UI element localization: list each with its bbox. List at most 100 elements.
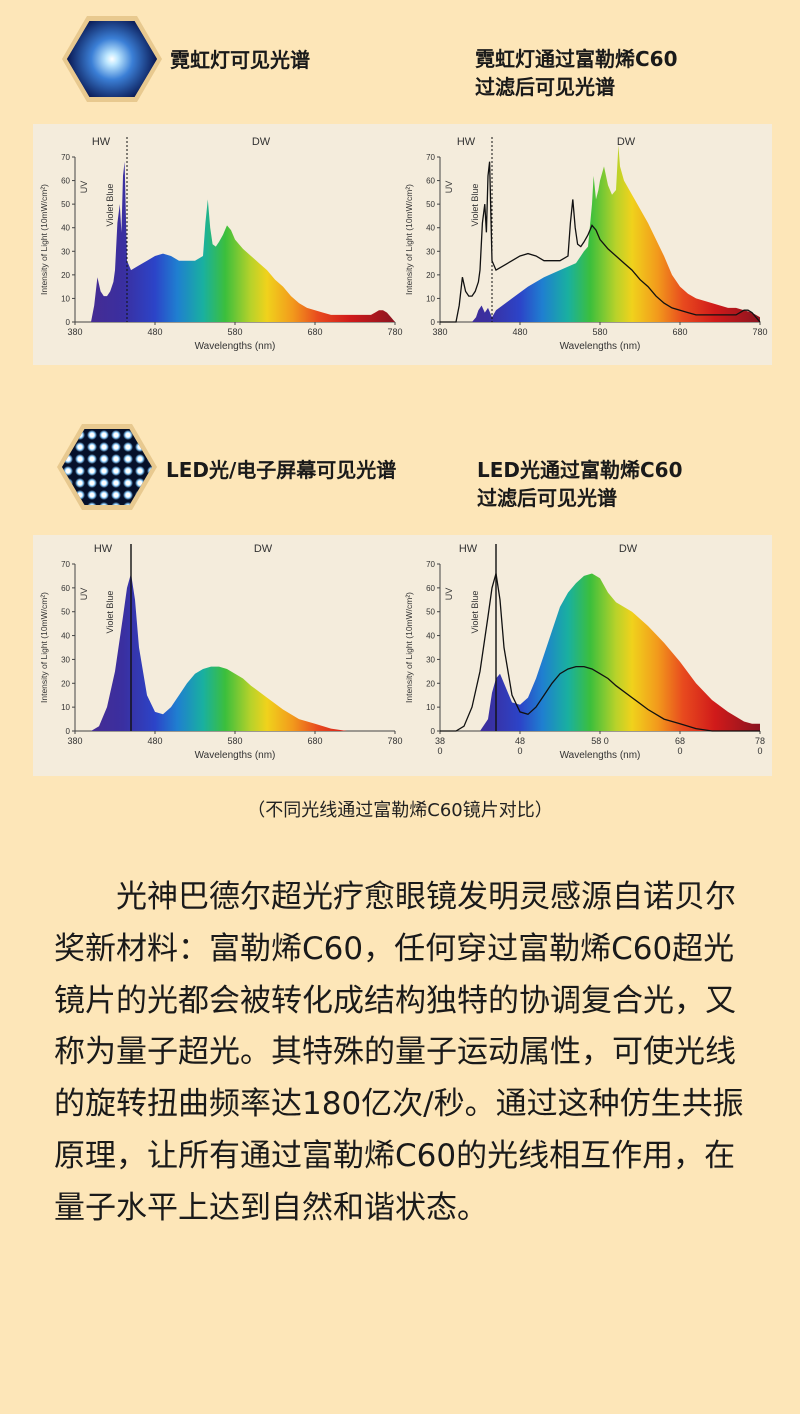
y-tick-label: 10 (426, 294, 435, 303)
x-tick-label: 480 (147, 736, 162, 746)
neon-chart-panel: 0 10 20 30 40 50 60 70 380 480 580 680 780 Wavelength… (33, 124, 772, 365)
y-tick-label: 20 (61, 679, 70, 688)
comparison-caption: （不同光线通过富勒烯C60镜片对比） (247, 800, 553, 821)
neon-c60-spectrum-label-line1: 霓虹灯通过富勒烯C60 (475, 47, 678, 71)
y-tick-label: 30 (426, 247, 435, 256)
y-axis-label: Intensity of Light (10mW/cm²) (404, 184, 414, 295)
band-label-violet-blue: Violet Blue (470, 184, 480, 227)
y-axis-label: Intensity of Light (10mW/cm²) (39, 592, 49, 703)
y-tick-label: 70 (61, 560, 70, 569)
x-tick-label: 380 (67, 327, 82, 337)
led-chart-panel: 0 10 20 30 40 50 60 70 380 480 580 680 780 Wavelength… (33, 535, 772, 776)
band-label-violet-blue: Violet Blue (105, 184, 115, 227)
y-axis-label: Intensity of Light (10mW/cm²) (39, 184, 49, 295)
region-label-hw: HW (94, 543, 113, 555)
x-tick-label: 680 (307, 327, 322, 337)
y-tick-label: 60 (426, 177, 435, 186)
y-tick-label: 20 (61, 271, 70, 280)
description-text: 光神巴德尔超光疗愈眼镜发明灵感源自诺贝尔奖新材料：富勒烯C60，任何穿过富勒烯C… (54, 879, 744, 1226)
y-tick-label: 50 (426, 608, 435, 617)
chart-led: 0 10 20 30 40 50 60 70 380 480 580 680 780 Wavelength… (39, 543, 403, 761)
x-tick-label: 480 (147, 327, 162, 337)
band-label-uv: UV (444, 588, 454, 601)
series-line-1 (440, 161, 761, 323)
y-tick-label: 70 (426, 153, 435, 162)
y-tick-label: 30 (61, 247, 70, 256)
x-tick-label: 480 (512, 327, 527, 337)
series-area-0 (75, 161, 395, 322)
neon-spectrum-label: 霓虹灯可见光谱 (170, 48, 310, 72)
chart-neon_c60: 0 10 20 30 40 50 60 70 380 480 580 680 780 Wavelength… (404, 136, 768, 352)
series-area-0 (440, 573, 760, 731)
region-label-dw: DW (254, 543, 273, 555)
x-tick-label: 580 (227, 327, 242, 337)
x-tick-label: 0 (757, 746, 762, 756)
led-c60-spectrum-label-line1: LED光通过富勒烯C60 (477, 458, 683, 482)
x-tick-label: 580 (227, 736, 242, 746)
y-tick-label: 40 (61, 224, 70, 233)
y-tick-label: 60 (61, 584, 70, 593)
x-axis-label: Wavelengths (nm) (195, 341, 276, 352)
x-tick-label: 580 (592, 327, 607, 337)
region-label-dw: DW (617, 136, 636, 148)
y-tick-label: 10 (61, 703, 70, 712)
y-tick-label: 30 (426, 655, 435, 664)
x-tick-label: 680 (307, 736, 322, 746)
y-tick-label: 10 (426, 703, 435, 712)
x-tick-label: 780 (387, 736, 402, 746)
led-light-icon (57, 424, 157, 510)
y-tick-label: 40 (426, 224, 435, 233)
x-tick-label: 0 (517, 746, 522, 756)
y-tick-label: 0 (66, 727, 71, 736)
x-tick-label: 0 (677, 746, 682, 756)
y-tick-label: 50 (61, 608, 70, 617)
x-tick-label: 380 (67, 736, 82, 746)
y-tick-label: 70 (61, 153, 70, 162)
band-label-violet-blue: Violet Blue (470, 591, 480, 634)
y-tick-label: 50 (426, 200, 435, 209)
led-c60-spectrum-label-line2: 过滤后可见光谱 (477, 486, 617, 510)
y-tick-label: 10 (61, 294, 70, 303)
description-paragraph: 光神巴德尔超光疗愈眼镜发明灵感源自诺贝尔奖新材料：富勒烯C60，任何穿过富勒烯C… (54, 872, 754, 1235)
series-area-0 (440, 145, 760, 322)
y-tick-label: 40 (426, 632, 435, 641)
x-tick-label: 780 (387, 327, 402, 337)
neon-chart-svg: 0 10 20 30 40 50 60 70 380 480 580 680 780 Wavelength… (39, 136, 768, 352)
x-tick-label: 68 (675, 736, 685, 746)
region-label-dw: DW (619, 543, 638, 555)
x-tick-label: 0 (437, 746, 442, 756)
y-tick-label: 0 (431, 727, 436, 736)
band-label-uv: UV (79, 181, 89, 194)
region-label-hw: HW (92, 136, 111, 148)
y-tick-label: 30 (61, 655, 70, 664)
band-label-uv: UV (79, 588, 89, 601)
band-label-uv: UV (444, 181, 454, 194)
neon-light-icon (62, 16, 162, 102)
region-label-hw: HW (457, 136, 476, 148)
x-tick-label: 780 (752, 327, 767, 337)
neon-c60-spectrum-label-line2: 过滤后可见光谱 (475, 75, 615, 99)
x-axis-label: Wavelengths (nm) (560, 750, 641, 761)
led-spectrum-label: LED光/电子屏幕可见光谱 (166, 458, 397, 482)
series-line-1 (440, 573, 760, 732)
region-label-hw: HW (459, 543, 478, 555)
y-tick-label: 60 (426, 584, 435, 593)
chart-neon: 0 10 20 30 40 50 60 70 380 480 580 680 780 Wavelength… (39, 136, 403, 352)
series-area-0 (75, 573, 395, 731)
y-tick-label: 40 (61, 632, 70, 641)
band-label-violet-blue: Violet Blue (105, 591, 115, 634)
x-tick-label: 680 (672, 327, 687, 337)
x-tick-label: 38 (435, 736, 445, 746)
x-tick-label: 78 (755, 736, 765, 746)
y-tick-label: 0 (431, 318, 436, 327)
y-axis-label: Intensity of Light (10mW/cm²) (404, 592, 414, 703)
x-axis-label: Wavelengths (nm) (560, 341, 641, 352)
x-axis-label: Wavelengths (nm) (195, 750, 276, 761)
y-tick-label: 70 (426, 560, 435, 569)
y-tick-label: 0 (66, 318, 71, 327)
y-tick-label: 20 (426, 679, 435, 688)
y-tick-label: 60 (61, 177, 70, 186)
x-tick-label: 48 (515, 736, 525, 746)
region-label-dw: DW (252, 136, 271, 148)
